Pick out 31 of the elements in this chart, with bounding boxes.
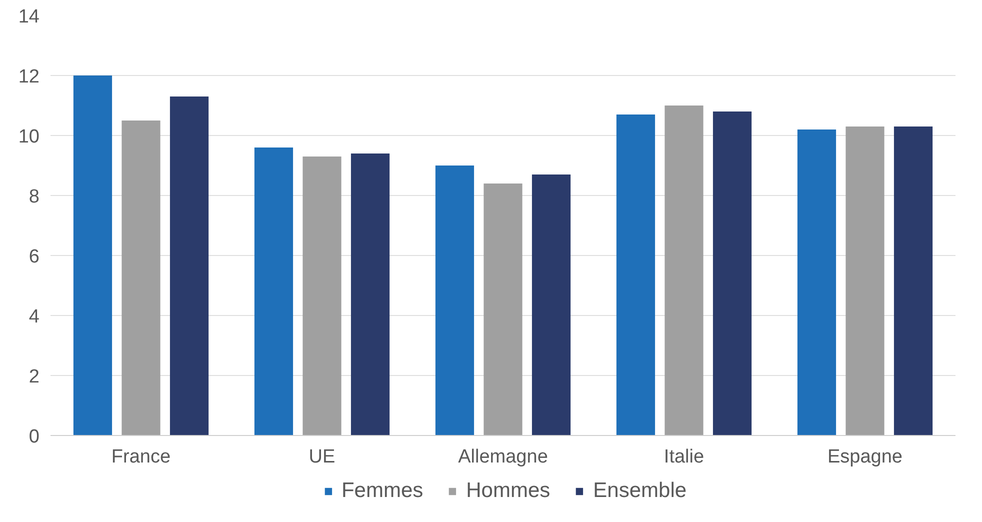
x-tick-label: UE [308, 446, 336, 468]
bar [350, 154, 390, 436]
x-tick-label: France [111, 446, 171, 468]
bar [435, 166, 474, 436]
y-tick-label: 14 [18, 6, 40, 28]
legend-label: Hommes [466, 479, 550, 503]
x-tick-label: Italie [664, 446, 704, 468]
bar [484, 184, 522, 436]
bar [302, 156, 342, 436]
y-tick-label: 12 [18, 66, 40, 88]
x-tick-label: Allemagne [458, 446, 548, 468]
legend-label: Femmes [341, 479, 424, 503]
bar [894, 126, 933, 436]
bar [797, 130, 836, 436]
y-tick-label: 0 [28, 426, 40, 448]
y-tick-label: 6 [28, 246, 40, 268]
bar [122, 120, 160, 436]
bar [532, 174, 571, 436]
y-tick-label: 8 [28, 186, 40, 208]
y-tick-label: 2 [28, 366, 40, 388]
x-tick-label: Espagne [827, 446, 903, 468]
bar [664, 106, 704, 436]
bar [254, 148, 294, 436]
y-tick-label: 10 [18, 126, 40, 148]
y-tick-label: 4 [28, 306, 40, 328]
bar [616, 114, 656, 436]
bar [170, 96, 209, 436]
legend-label: Ensemble [593, 479, 687, 503]
bar [846, 126, 884, 436]
bar [712, 112, 752, 436]
bar [73, 76, 112, 436]
